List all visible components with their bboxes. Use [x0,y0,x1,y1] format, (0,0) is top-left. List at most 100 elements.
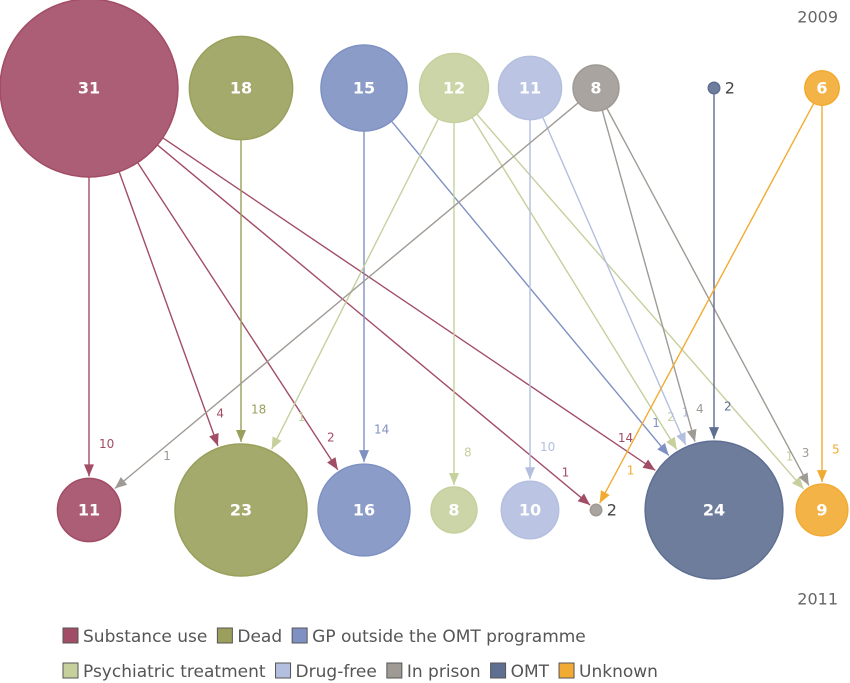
node [572,64,620,112]
flow-line [114,102,579,490]
flow-label: 18 [251,402,266,416]
flow-label: 8 [464,446,472,460]
flow-label: 5 [832,443,840,457]
node-label: 23 [230,501,252,520]
node-label: 31 [78,79,100,98]
node [497,55,563,121]
legend-text: Unknown [579,662,658,682]
node [804,70,840,106]
node-label: 12 [443,79,465,98]
arrowhead [792,476,804,490]
arrowhead [577,493,591,506]
flow-line [118,171,219,447]
arrowhead [114,477,128,489]
flow-label: 1 [682,406,690,420]
flow-label: 3 [802,446,810,460]
arrowhead [271,436,282,450]
node [188,35,294,141]
arrowhead [84,464,94,477]
flow-label: 1 [627,464,635,478]
arrowhead [642,459,656,471]
arrowhead [709,427,719,440]
node-label: 11 [519,79,541,98]
legend-swatch [490,662,507,679]
flow-label: 10 [540,440,555,454]
flow-label: 4 [696,402,704,416]
node-label: 16 [353,501,375,520]
year-top: 2009 [797,8,838,27]
arrowhead [327,457,338,470]
flow-label: 1 [652,416,660,430]
node [418,52,490,124]
node-label: 8 [590,79,601,98]
node [317,463,411,557]
year-bottom: 2011 [797,590,838,609]
node-label: 15 [353,79,375,98]
flow-label: 4 [216,407,224,421]
flow-label: 2 [327,430,335,444]
flow-label: 1 [562,466,570,480]
flow-line [541,116,687,446]
arrowhead [666,436,677,450]
legend-swatch [291,627,308,644]
node-label: 6 [816,79,827,98]
legend-text: Dead [237,627,282,647]
flow-line [599,102,815,504]
node [795,483,849,537]
legend-swatch [275,662,292,679]
flow-line [601,109,696,442]
node-label: 10 [519,501,541,520]
flow-line [471,116,678,451]
arrowhead [359,450,369,463]
flow-label: 1 [163,449,171,463]
node [589,503,603,517]
arrowhead [657,443,669,456]
node [174,443,308,577]
node-label: 2 [607,501,617,520]
legend-text: Substance use [83,627,207,647]
node [500,480,560,540]
node [644,440,784,580]
arrowhead [236,429,246,442]
legend-text: In prison [407,662,481,682]
flow-line [606,107,810,486]
arrowhead [449,473,459,486]
flow-label: 2 [667,410,675,424]
flow-label: 14 [618,431,633,445]
flow-label: 1 [298,410,306,424]
arrowhead [817,470,827,483]
arrowhead [525,467,535,480]
flow-line [476,113,805,490]
legend-swatch [62,627,79,644]
legend-swatch [62,662,79,679]
node-label: 11 [78,501,100,520]
arrowhead [798,472,809,486]
arrowhead [686,428,697,442]
node [320,44,408,132]
node-label: 24 [703,501,725,520]
arrowhead [209,433,219,447]
legend-swatch [216,627,233,644]
arrowhead [676,432,686,446]
node [430,486,478,534]
node-label: 18 [230,79,252,98]
legend-text: Psychiatric treatment [83,662,266,682]
legend-text: GP outside the OMT programme [312,627,586,647]
flow-line [156,144,591,506]
arrowhead [599,490,610,504]
node [707,81,721,95]
flow-label: 14 [374,423,389,437]
flow-label: 1 [786,450,794,464]
flow-label: 2 [724,400,732,414]
flow-line [162,137,656,471]
flow-label: 10 [99,437,114,451]
legend-text: Drug-free [296,662,377,682]
node [0,0,179,178]
node [56,477,122,543]
legend-text: OMT [511,662,550,682]
node-label: 8 [448,501,459,520]
node-label: 9 [816,501,827,520]
